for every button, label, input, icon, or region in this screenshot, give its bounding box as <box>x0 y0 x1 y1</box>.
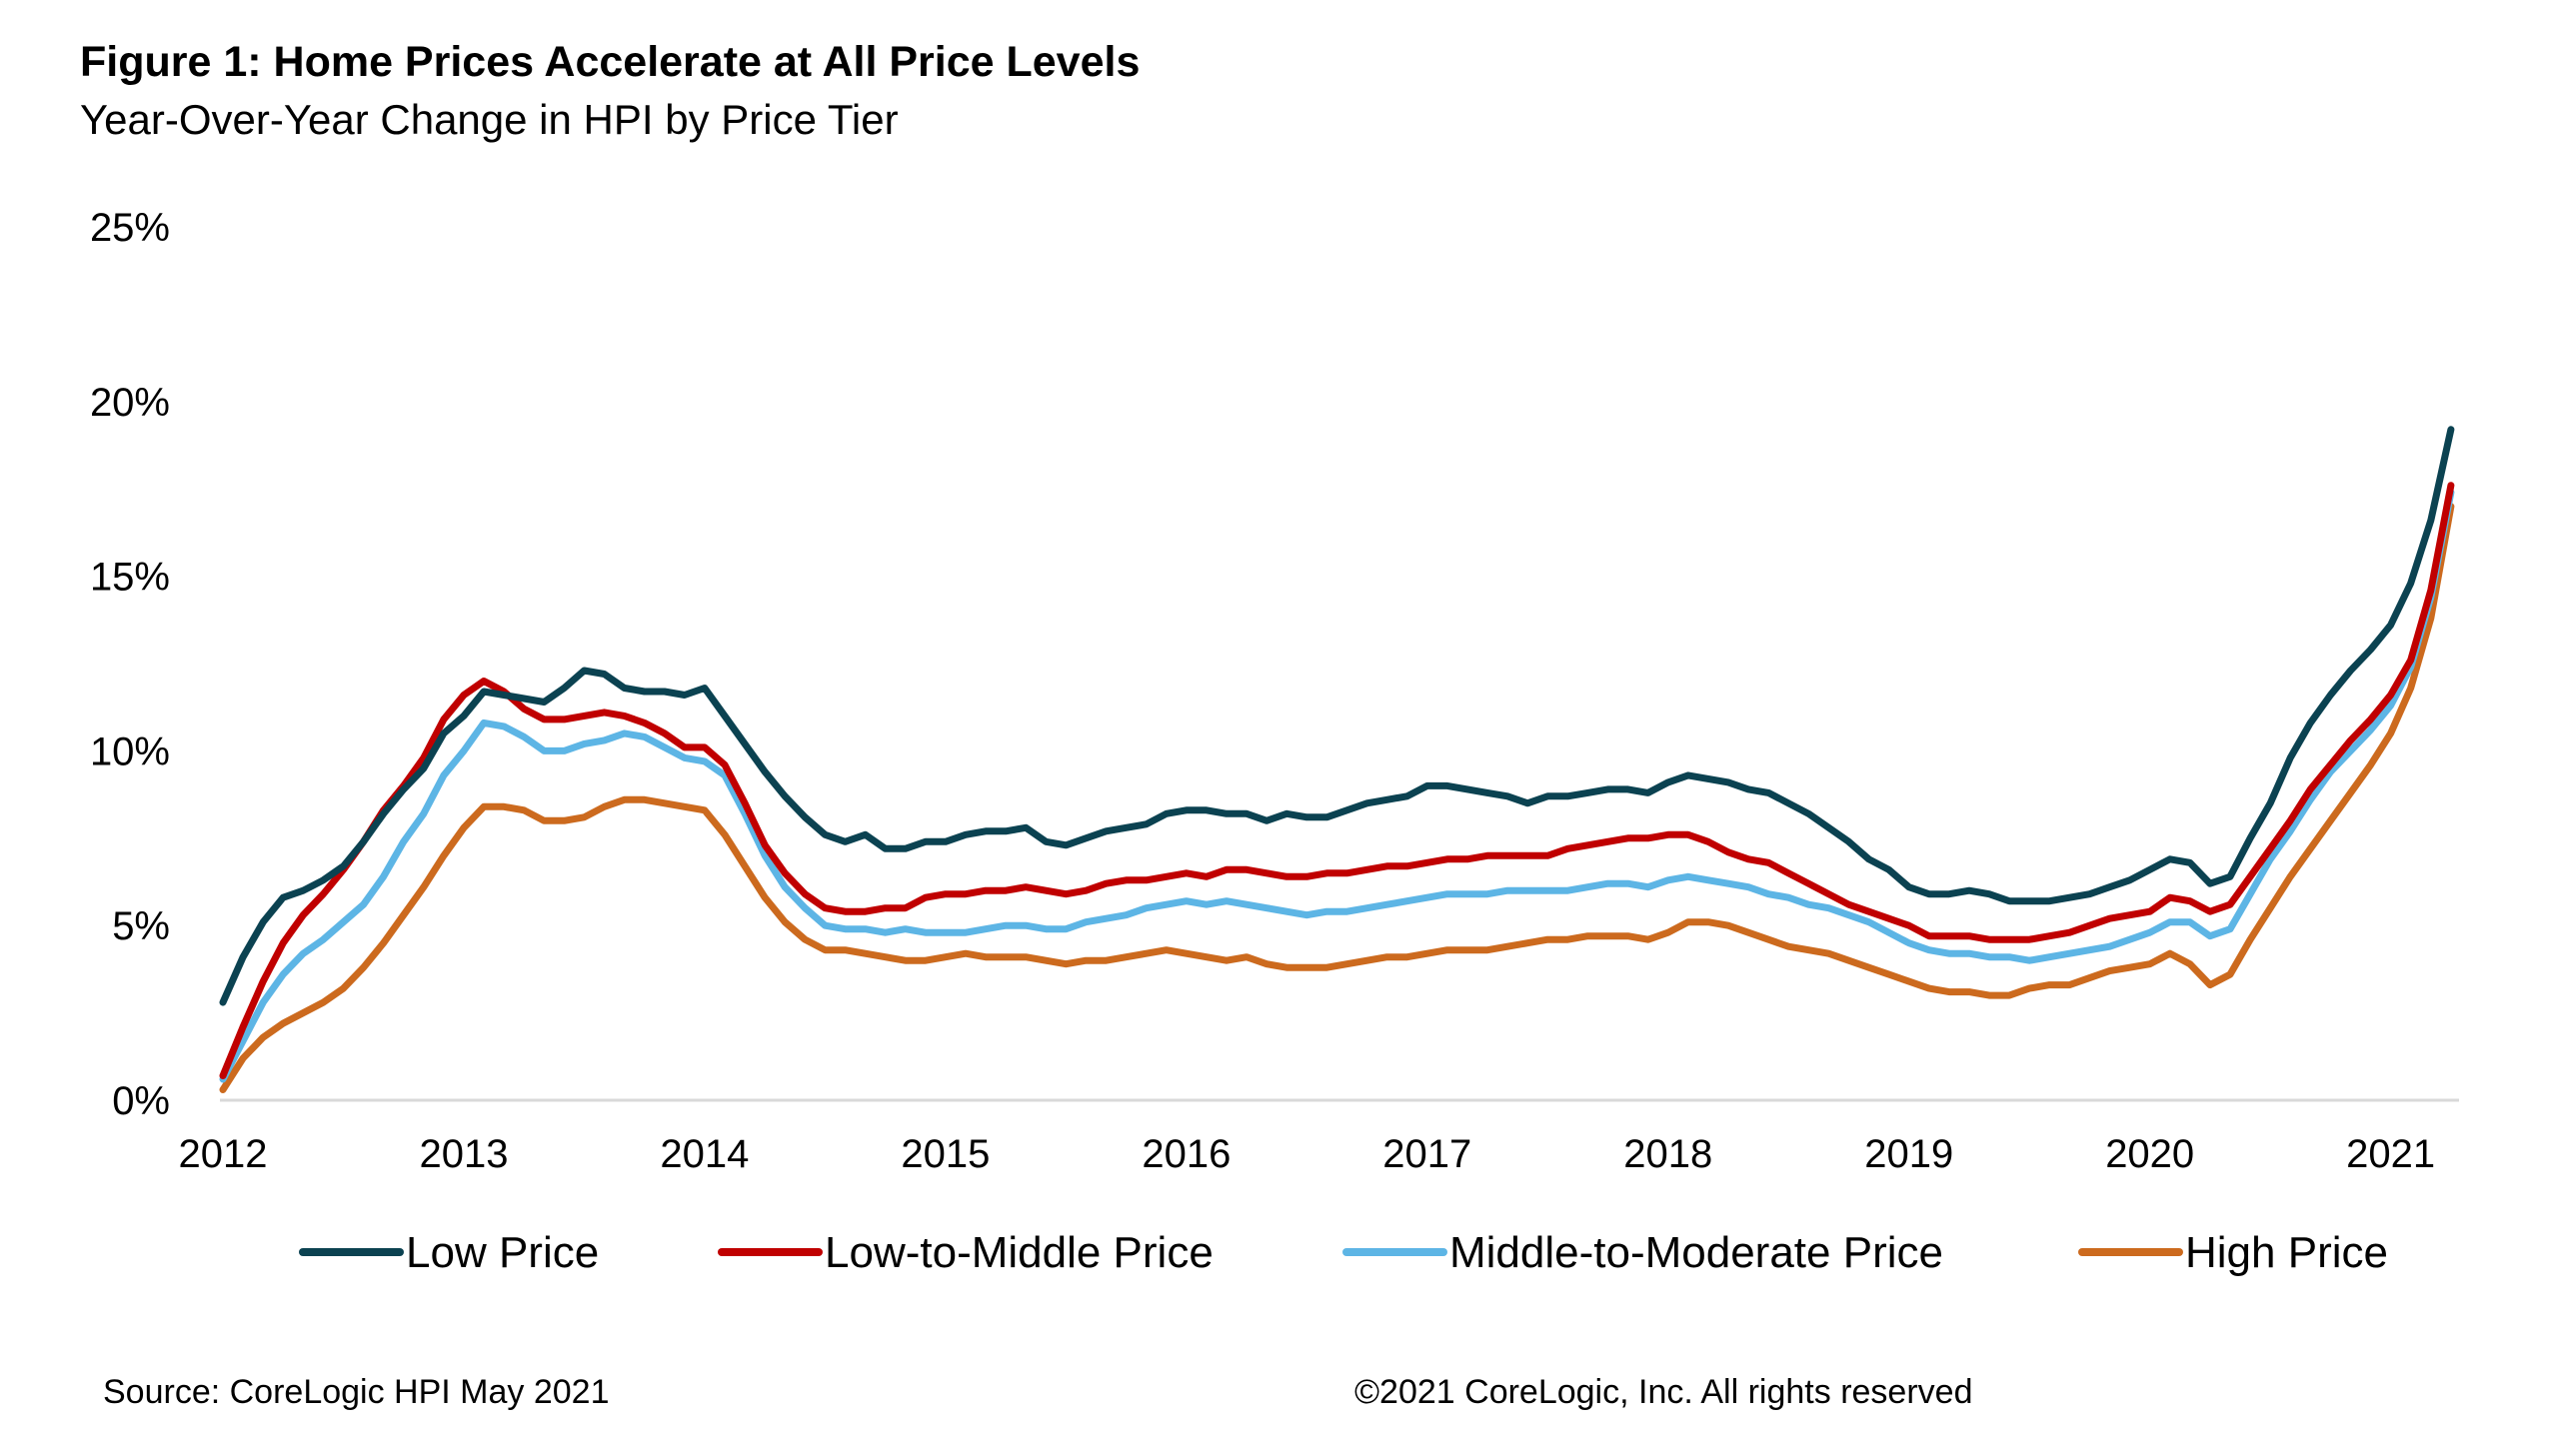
series-line-middle-to-moderate-price <box>219 489 2455 1083</box>
y-tick-label: 10% <box>90 729 170 773</box>
y-tick-label: 25% <box>90 206 170 250</box>
chart-title: Figure 1: Home Prices Accelerate at All … <box>80 38 1141 86</box>
chart-subtitle: Year-Over-Year Change in HPI by Price Ti… <box>80 96 899 143</box>
x-tick-label: 2020 <box>2105 1132 2194 1176</box>
legend-label-low-price: Low Price <box>406 1228 599 1277</box>
legend: Low Price Low-to-Middle Price Middle-to-Mo… <box>299 1228 2388 1277</box>
y-tick-label: 15% <box>90 556 170 600</box>
legend-label-middle-to-moderate-price: Middle-to-Moderate Price <box>1449 1228 1943 1277</box>
series-line-low-price <box>219 426 2455 1006</box>
x-axis-tick-labels: 2012 2013 2014 2015 2016 2017 2018 2019 2020 2021 <box>179 1132 2436 1176</box>
legend-label-low-to-middle-price: Low-to-Middle Price <box>825 1228 1214 1277</box>
y-tick-label: 0% <box>112 1079 170 1123</box>
series-line-high-price <box>219 503 2455 1093</box>
x-tick-label: 2017 <box>1382 1132 1471 1176</box>
x-tick-label: 2015 <box>901 1132 990 1176</box>
legend-label-high-price: High Price <box>2185 1228 2388 1277</box>
x-tick-label: 2012 <box>179 1132 268 1176</box>
y-tick-label: 20% <box>90 381 170 425</box>
x-tick-label: 2014 <box>660 1132 749 1176</box>
copyright-note: ©2021 CoreLogic, Inc. All rights reserve… <box>1354 1373 1973 1411</box>
x-tick-label: 2013 <box>419 1132 508 1176</box>
x-tick-label: 2016 <box>1142 1132 1231 1176</box>
source-note: Source: CoreLogic HPI May 2021 <box>103 1373 610 1411</box>
x-tick-label: 2018 <box>1623 1132 1712 1176</box>
y-tick-label: 5% <box>112 904 170 948</box>
y-axis-tick-labels: 0% 5% 10% 15% 20% 25% <box>90 206 170 1123</box>
series-lines <box>219 426 2455 1093</box>
x-tick-label: 2021 <box>2346 1132 2435 1176</box>
x-tick-label: 2019 <box>1864 1132 1953 1176</box>
series-line-low-to-middle-price <box>219 482 2455 1079</box>
